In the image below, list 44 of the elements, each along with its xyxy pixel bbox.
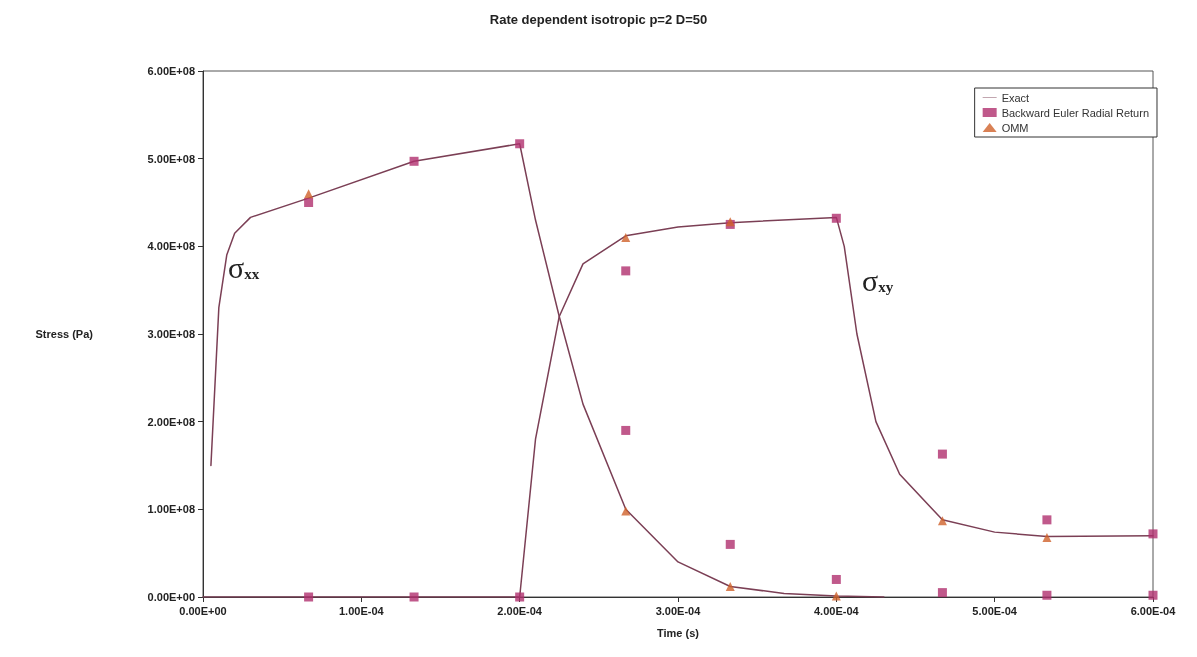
y-tick-label: 5.00E+08 [147, 152, 195, 165]
point [725, 581, 735, 591]
point [621, 506, 631, 516]
y-tick-label: 1.00E+08 [147, 503, 195, 516]
point [621, 425, 631, 435]
point [515, 592, 525, 602]
y-tick-label: 2.00E+08 [147, 415, 195, 428]
point [515, 139, 525, 149]
annotation: σxy [862, 263, 894, 297]
legend-label: Exact [1001, 91, 1030, 104]
point [937, 588, 947, 598]
point [304, 189, 314, 199]
point [831, 213, 841, 223]
point [831, 591, 841, 601]
y-tick-label: 4.00E+08 [147, 240, 195, 253]
x-tick-label: 3.00E-04 [655, 604, 702, 617]
point [725, 539, 735, 549]
legend-label: Backward Euler Radial Return [1001, 106, 1150, 119]
point [937, 449, 947, 459]
y-axis-title: Stress (Pa) [35, 328, 94, 340]
point [1148, 529, 1158, 539]
y-tick-label: 6.00E+08 [147, 65, 195, 77]
point [1042, 532, 1052, 542]
y-tick-label: 3.00E+08 [147, 328, 195, 340]
point [831, 574, 841, 584]
x-tick-label: 6.00E-04 [1130, 604, 1177, 617]
x-tick-label: 5.00E-04 [972, 604, 1018, 617]
point [621, 266, 631, 276]
x-tick-label: 1.00E-04 [339, 604, 385, 617]
chart-title: Rate dependent isotropic p=2 D=50 [489, 12, 708, 27]
x-tick-label: 0.00E+00 [179, 604, 227, 617]
x-axis-title: Time (s) [657, 626, 700, 639]
annotation: σxx [228, 250, 260, 284]
point [304, 592, 314, 602]
point [937, 516, 947, 526]
legend-label: OMM [1001, 121, 1029, 134]
point [409, 592, 419, 602]
x-tick-label: 2.00E-04 [497, 604, 543, 617]
point [304, 198, 314, 207]
point [409, 156, 419, 166]
x-tick-label: 4.00E-04 [814, 604, 860, 617]
point [1042, 515, 1052, 525]
point [1042, 590, 1052, 600]
y-tick-label: 0.00E+00 [147, 591, 195, 603]
